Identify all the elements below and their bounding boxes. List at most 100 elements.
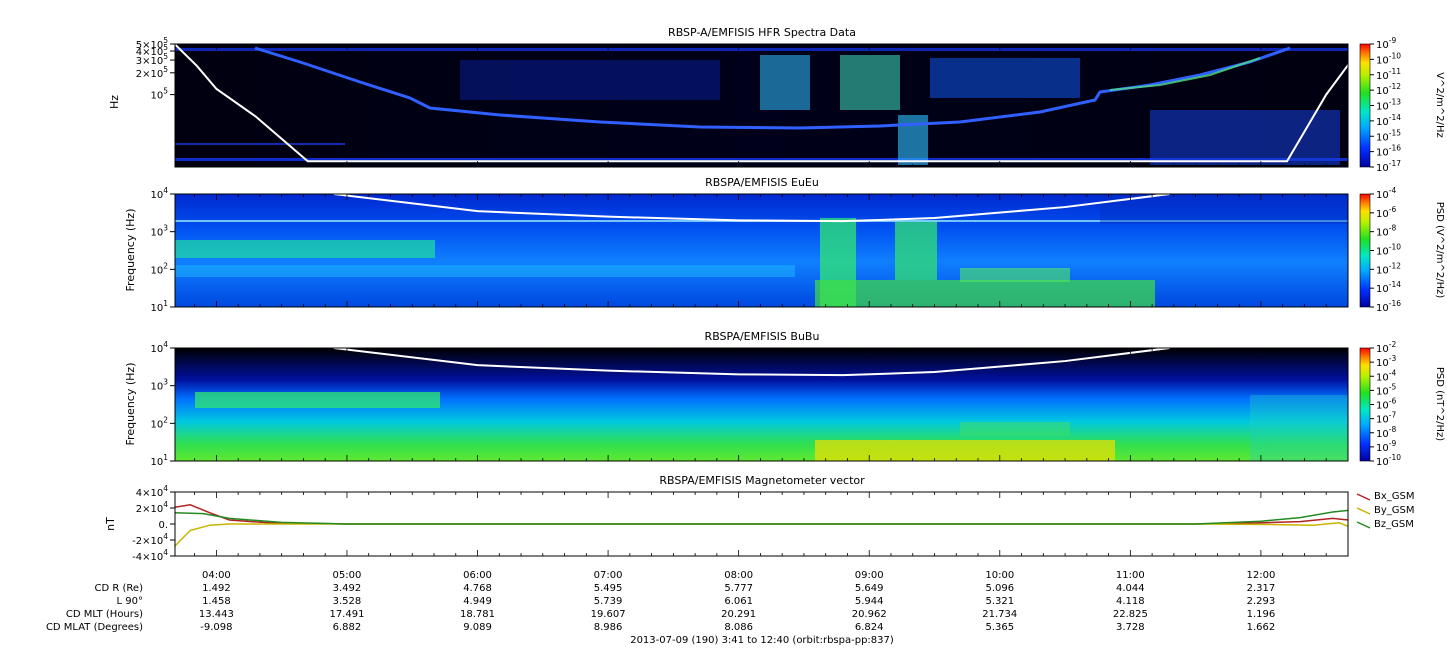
ephemeris-value: 5.649 bbox=[855, 583, 884, 594]
hfr-features bbox=[175, 48, 1348, 165]
bubu-colorbar bbox=[1359, 347, 1371, 462]
ephemeris-value: 5.944 bbox=[855, 596, 884, 607]
time-axis-ticks bbox=[194, 44, 1349, 556]
y-tick-label: 104 bbox=[150, 186, 168, 201]
eueu-colorbar bbox=[1359, 193, 1371, 308]
mag-title: RBSPA/EMFISIS Magnetometer vector bbox=[659, 474, 865, 487]
hfr-ylabel: Hz bbox=[108, 95, 121, 109]
eueu-band bbox=[175, 240, 435, 258]
ephemeris-value: 8.086 bbox=[724, 622, 753, 633]
mag-series-bz_gsm bbox=[174, 509, 1349, 525]
y-tick-label: 103 bbox=[150, 224, 168, 239]
ephemeris-row-label: CD R (Re) bbox=[95, 583, 144, 594]
ephemeris-value: 5.495 bbox=[594, 583, 623, 594]
colorbar-tick-label: 10-6 bbox=[1376, 205, 1396, 220]
colorbar-tick-label: 10-5 bbox=[1376, 382, 1396, 397]
eueu-band bbox=[1100, 194, 1348, 224]
y-tick-label: 0. bbox=[158, 520, 168, 531]
colorbar-tick-label: 10-4 bbox=[1376, 186, 1396, 201]
time-label: 09:00 bbox=[855, 570, 884, 581]
legend-swatch bbox=[1356, 521, 1371, 529]
ephemeris-value: 5.321 bbox=[985, 596, 1014, 607]
ephemeris-value: 8.986 bbox=[594, 622, 623, 633]
hfr-colorbar-label: V^2/m^2/Hz bbox=[1434, 72, 1445, 138]
ephemeris-value: 5.739 bbox=[594, 596, 623, 607]
ephemeris-value: 6.824 bbox=[855, 622, 884, 633]
colorbar-tick-label: 10-10 bbox=[1376, 453, 1401, 468]
ephemeris-value: 20.962 bbox=[852, 609, 887, 620]
eueu-overlay-line bbox=[333, 193, 1170, 223]
eueu-panel: RBSPA/EMFISIS EuEu 104 103 102 101 Frequenc… bbox=[124, 176, 1445, 314]
eueu-frame bbox=[174, 193, 1349, 308]
eueu-band bbox=[175, 265, 795, 277]
time-label: 11:00 bbox=[1116, 570, 1145, 581]
colorbar-tick-label: 10-12 bbox=[1376, 261, 1401, 276]
hfr-band-line bbox=[175, 143, 345, 145]
colorbar-tick-label: 10-10 bbox=[1376, 243, 1401, 258]
bubu-panel: RBSPA/EMFISIS BuBu 104 103 102 101 Frequenc… bbox=[124, 330, 1445, 468]
hfr-emission-patch bbox=[760, 55, 810, 110]
legend-label: Bx_GSM bbox=[1374, 491, 1415, 502]
ephemeris-value: 3.728 bbox=[1116, 622, 1145, 633]
colorbar-tick-label: 10-13 bbox=[1376, 98, 1401, 113]
ephemeris-value: 1.492 bbox=[202, 583, 231, 594]
hfr-emission-patch bbox=[930, 58, 1080, 98]
colorbar-tick-label: 10-10 bbox=[1376, 51, 1401, 66]
colorbar-tick-label: 10-7 bbox=[1376, 411, 1396, 426]
y-tick-label: 102 bbox=[150, 415, 168, 430]
ephemeris-value: 1.458 bbox=[202, 596, 231, 607]
ephemeris-value: 20.291 bbox=[721, 609, 756, 620]
time-label: 12:00 bbox=[1246, 570, 1275, 581]
eueu-title: RBSPA/EMFISIS EuEu bbox=[705, 176, 819, 189]
hfr-colorbar bbox=[1359, 43, 1371, 168]
mag-series-lines bbox=[174, 504, 1349, 547]
colorbar-tick-label: 10-16 bbox=[1376, 299, 1401, 314]
ephemeris-value: 13.443 bbox=[199, 609, 234, 620]
hfr-colorbar-ticks: 10-910-1010-1110-1210-1310-1410-1510-161… bbox=[1370, 36, 1401, 174]
bubu-band bbox=[960, 422, 1070, 436]
hfr-emission-patch bbox=[1150, 110, 1340, 165]
ephemeris-value: 4.118 bbox=[1116, 596, 1145, 607]
y-tick-label: 105 bbox=[150, 87, 168, 102]
hfr-panel: RBSP-A/EMFISIS HFR Spectra Data 5×1054×1… bbox=[108, 26, 1445, 174]
y-tick-label: 103 bbox=[150, 378, 168, 393]
time-label: 05:00 bbox=[333, 570, 362, 581]
hfr-title: RBSP-A/EMFISIS HFR Spectra Data bbox=[668, 26, 856, 39]
legend-label: By_GSM bbox=[1374, 505, 1415, 516]
bubu-overlay-line bbox=[333, 347, 1170, 377]
ephemeris-row-label: CD MLT (Hours) bbox=[66, 609, 143, 620]
eueu-y-ticks: 104 103 102 101 bbox=[150, 186, 175, 314]
y-tick-label: 101 bbox=[150, 299, 168, 314]
y-tick-label: 4×105 bbox=[136, 43, 168, 58]
ephemeris-value: 4.768 bbox=[463, 583, 492, 594]
time-label: 04:00 bbox=[202, 570, 231, 581]
hfr-emission-line bbox=[1109, 57, 1261, 91]
ephemeris-value: 2.317 bbox=[1247, 583, 1276, 594]
ephemeris-value: -9.098 bbox=[200, 622, 232, 633]
bubu-features bbox=[195, 392, 1348, 461]
bubu-band bbox=[195, 392, 440, 408]
eueu-band bbox=[960, 268, 1070, 282]
colorbar-tick-label: 10-2 bbox=[1376, 340, 1396, 355]
ephemeris-value: 17.491 bbox=[329, 609, 364, 620]
colorbar-tick-label: 10-17 bbox=[1376, 159, 1401, 174]
eueu-band bbox=[815, 280, 1155, 307]
colorbar-tick-label: 10-4 bbox=[1376, 368, 1396, 383]
colorbar-tick-label: 10-8 bbox=[1376, 425, 1396, 440]
hfr-emission-line bbox=[254, 46, 1291, 130]
colorbar-tick-label: 10-6 bbox=[1376, 397, 1396, 412]
ephemeris-value: 5.096 bbox=[985, 583, 1014, 594]
ephemeris-value: 6.882 bbox=[333, 622, 362, 633]
bubu-band bbox=[1250, 395, 1348, 461]
bubu-band bbox=[815, 440, 1115, 461]
mag-panel: RBSPA/EMFISIS Magnetometer vector 4×1042… bbox=[104, 474, 1415, 563]
hfr-frame bbox=[174, 43, 1349, 168]
ephemeris-value: 6.061 bbox=[724, 596, 753, 607]
footer-text: 2013-07-09 (190) 3:41 to 12:40 (orbit:rb… bbox=[630, 635, 894, 646]
eueu-ylabel: Frequency (Hz) bbox=[124, 209, 137, 292]
y-tick-label: -4×104 bbox=[132, 548, 168, 563]
y-tick-label: 2×104 bbox=[136, 500, 168, 515]
colorbar-tick-label: 10-14 bbox=[1376, 280, 1401, 295]
